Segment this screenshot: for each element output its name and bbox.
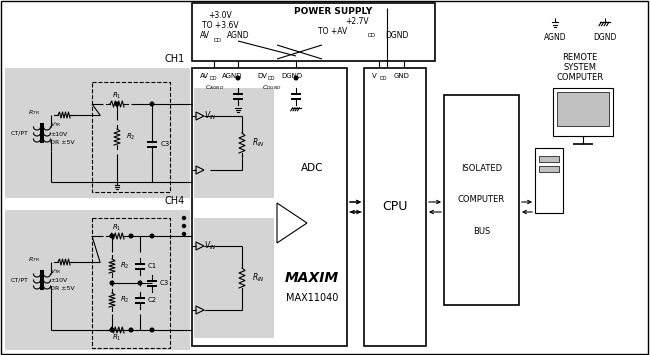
Bar <box>539 166 559 172</box>
Text: $R_{TR}$: $R_{TR}$ <box>28 256 40 264</box>
Text: $R_2$: $R_2$ <box>120 261 129 271</box>
Circle shape <box>129 234 133 238</box>
Bar <box>192 68 347 346</box>
Bar <box>553 88 613 136</box>
Text: V: V <box>372 73 376 79</box>
Circle shape <box>150 234 154 238</box>
Text: +3.0V: +3.0V <box>208 11 232 21</box>
Bar <box>194 218 274 338</box>
Text: C3: C3 <box>160 280 169 286</box>
Text: $V_{TR}$: $V_{TR}$ <box>50 121 62 130</box>
Text: MAXIM: MAXIM <box>285 271 339 285</box>
Text: AGND: AGND <box>227 32 250 40</box>
Text: SYSTEM: SYSTEM <box>564 64 597 72</box>
Text: CPU: CPU <box>382 201 408 213</box>
Text: CT/PT: CT/PT <box>11 131 29 136</box>
Text: $V_{TR}$: $V_{TR}$ <box>50 268 62 277</box>
Text: $R_{IN}$: $R_{IN}$ <box>252 137 265 149</box>
Text: OR ±5V: OR ±5V <box>50 286 75 291</box>
Text: ADC: ADC <box>301 163 323 173</box>
Bar <box>364 68 426 346</box>
Text: $R_1$: $R_1$ <box>112 223 122 233</box>
Text: OR ±5V: OR ±5V <box>50 140 75 144</box>
Text: DV: DV <box>257 73 267 79</box>
Bar <box>5 210 190 350</box>
Text: ±10V: ±10V <box>50 131 67 137</box>
Circle shape <box>236 76 240 80</box>
Bar <box>535 148 563 213</box>
Text: DD: DD <box>213 38 221 43</box>
Text: AV: AV <box>200 73 209 79</box>
Text: COMPUTER: COMPUTER <box>556 73 604 82</box>
Bar <box>5 68 190 198</box>
Text: DD: DD <box>379 76 387 82</box>
Text: $R_2$: $R_2$ <box>120 295 129 305</box>
Circle shape <box>183 224 185 228</box>
Text: $V_{IN}$: $V_{IN}$ <box>203 110 216 122</box>
Text: CT/PT: CT/PT <box>11 278 29 283</box>
Text: $R_{IN}$: $R_{IN}$ <box>252 272 265 284</box>
Text: $R_1$: $R_1$ <box>112 333 122 343</box>
Text: TO +3.6V: TO +3.6V <box>202 21 239 29</box>
Text: TO +AV: TO +AV <box>318 27 347 36</box>
Text: $R_1$: $R_1$ <box>112 91 122 101</box>
Text: C3: C3 <box>161 141 170 147</box>
Text: COMPUTER: COMPUTER <box>458 196 505 204</box>
Text: CH1: CH1 <box>164 54 185 64</box>
Bar <box>192 3 435 61</box>
Text: DD: DD <box>368 33 376 38</box>
Circle shape <box>111 281 114 285</box>
Text: AGND: AGND <box>222 73 242 79</box>
Text: AV: AV <box>200 32 210 40</box>
Text: MAX11040: MAX11040 <box>286 293 338 303</box>
Text: AGND: AGND <box>543 33 566 43</box>
Text: $R_2$: $R_2$ <box>126 132 135 142</box>
Circle shape <box>111 328 114 332</box>
Text: $V_{IN}$: $V_{IN}$ <box>203 240 216 252</box>
Circle shape <box>111 234 114 238</box>
Circle shape <box>115 102 119 106</box>
Circle shape <box>129 328 133 332</box>
Bar <box>557 92 609 126</box>
Text: CH4: CH4 <box>164 196 185 206</box>
Text: ISOLATED: ISOLATED <box>461 164 502 173</box>
Bar <box>92 218 170 348</box>
Text: $C_{AGND}$: $C_{AGND}$ <box>205 83 224 92</box>
Circle shape <box>138 281 142 285</box>
Text: DGND: DGND <box>385 32 409 40</box>
Text: DGND: DGND <box>281 73 302 79</box>
Text: GND: GND <box>394 73 410 79</box>
Circle shape <box>183 233 185 235</box>
Circle shape <box>150 102 154 106</box>
Bar <box>444 95 519 305</box>
Text: C2: C2 <box>148 297 157 303</box>
Circle shape <box>294 76 298 80</box>
Text: REMOTE: REMOTE <box>562 54 597 62</box>
Bar <box>194 88 274 198</box>
Bar <box>92 82 170 192</box>
Bar <box>539 156 559 162</box>
Text: +2.7V: +2.7V <box>345 16 369 26</box>
Text: $R_{TR}$: $R_{TR}$ <box>28 109 40 118</box>
Text: DGND: DGND <box>593 33 617 43</box>
Circle shape <box>183 217 185 219</box>
Text: POWER SUPPLY: POWER SUPPLY <box>294 6 372 16</box>
Text: ±10V: ±10V <box>50 279 67 284</box>
Text: C1: C1 <box>148 263 157 269</box>
Text: $C_{DGND}$: $C_{DGND}$ <box>263 83 282 92</box>
Text: BUS: BUS <box>473 227 490 236</box>
Text: DD: DD <box>268 76 276 82</box>
Text: DD: DD <box>210 76 218 82</box>
Circle shape <box>150 328 154 332</box>
